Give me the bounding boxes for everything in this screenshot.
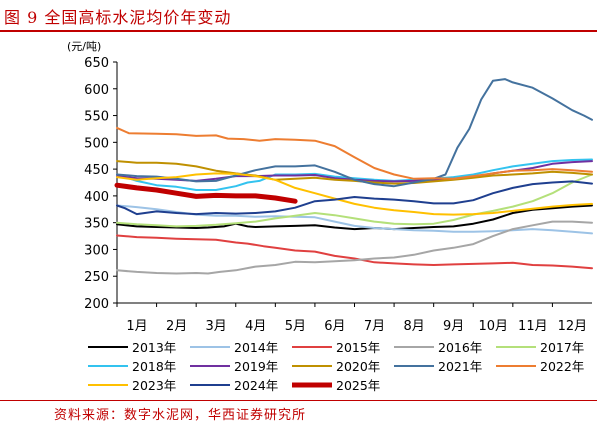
legend-label-6: 2019年 [234, 359, 278, 374]
axes: 200 250 300 350 400 450 500 550 600 650 1月 2月 3月 4月 5月… [84, 56, 592, 334]
series-line-2 [116, 234, 593, 270]
x-tick-label: 10月 [478, 319, 508, 334]
x-tick-label: 11月 [518, 319, 548, 334]
legend-label-5: 2018年 [132, 359, 176, 374]
source-rule [0, 400, 597, 401]
series-line-7 [116, 160, 593, 185]
y-tick-label: 500 [84, 136, 109, 151]
x-tick-label: 6月 [324, 319, 345, 334]
legend-label-2: 2015年 [336, 340, 380, 355]
series-line-0 [116, 204, 593, 231]
legend-label-9: 2022年 [540, 359, 584, 374]
legend-label-7: 2020年 [336, 359, 380, 374]
y-tick-label: 600 [84, 83, 109, 98]
series-line-5 [116, 158, 593, 191]
series-line-10 [116, 172, 593, 216]
series-line-3 [116, 220, 593, 275]
series-layer [114, 78, 593, 275]
legend-label-10: 2023年 [132, 378, 176, 393]
y-tick-label: 200 [84, 297, 109, 312]
series-line-11 [116, 180, 593, 216]
y-tick-label: 300 [84, 243, 109, 258]
y-tick-label: 650 [84, 56, 109, 71]
x-tick-label: 3月 [206, 319, 227, 334]
y-axis-unit-label: (元/吨) [67, 40, 101, 53]
y-tick-label: 250 [84, 270, 109, 285]
y-tick-label: 400 [84, 190, 109, 205]
figure-title: 图 9 全国高标水泥均价年变动 [4, 8, 232, 27]
legend-label-3: 2016年 [438, 340, 482, 355]
price-line-chart: (元/吨) 200 250 300 350 400 450 500 550 600 650 1月 2月… [67, 40, 593, 393]
legend-label-0: 2013年 [132, 340, 176, 355]
y-tick-label: 550 [84, 110, 109, 125]
x-tick-label: 12月 [558, 319, 588, 334]
legend-label-1: 2014年 [234, 340, 278, 355]
series-line-12 [114, 182, 298, 204]
legend-label-8: 2021年 [438, 359, 482, 374]
legend-label-12: 2025年 [336, 378, 380, 393]
x-tick-label: 8月 [403, 319, 424, 334]
title-rule [0, 30, 597, 32]
series-line-8 [116, 78, 593, 188]
x-tick-label: 7月 [364, 319, 385, 334]
x-tick-label: 4月 [245, 319, 266, 334]
x-tick-label: 9月 [443, 319, 464, 334]
y-tick-label: 350 [84, 217, 109, 232]
source-note: 资料来源：数字水泥网，华西证券研究所 [54, 408, 307, 423]
y-tick-label: 450 [84, 163, 109, 178]
legend: 2013年 2014年 2015年 2016年 2017年 2018年 2019年 2020年… [88, 340, 584, 393]
series-line-4 [116, 173, 593, 228]
legend-label-4: 2017年 [540, 340, 584, 355]
x-tick-label: 2月 [166, 319, 187, 334]
x-tick-label: 5月 [285, 319, 306, 334]
legend-label-11: 2024年 [234, 378, 278, 393]
x-tick-label: 1月 [126, 319, 147, 334]
series-line-9 [116, 126, 593, 180]
